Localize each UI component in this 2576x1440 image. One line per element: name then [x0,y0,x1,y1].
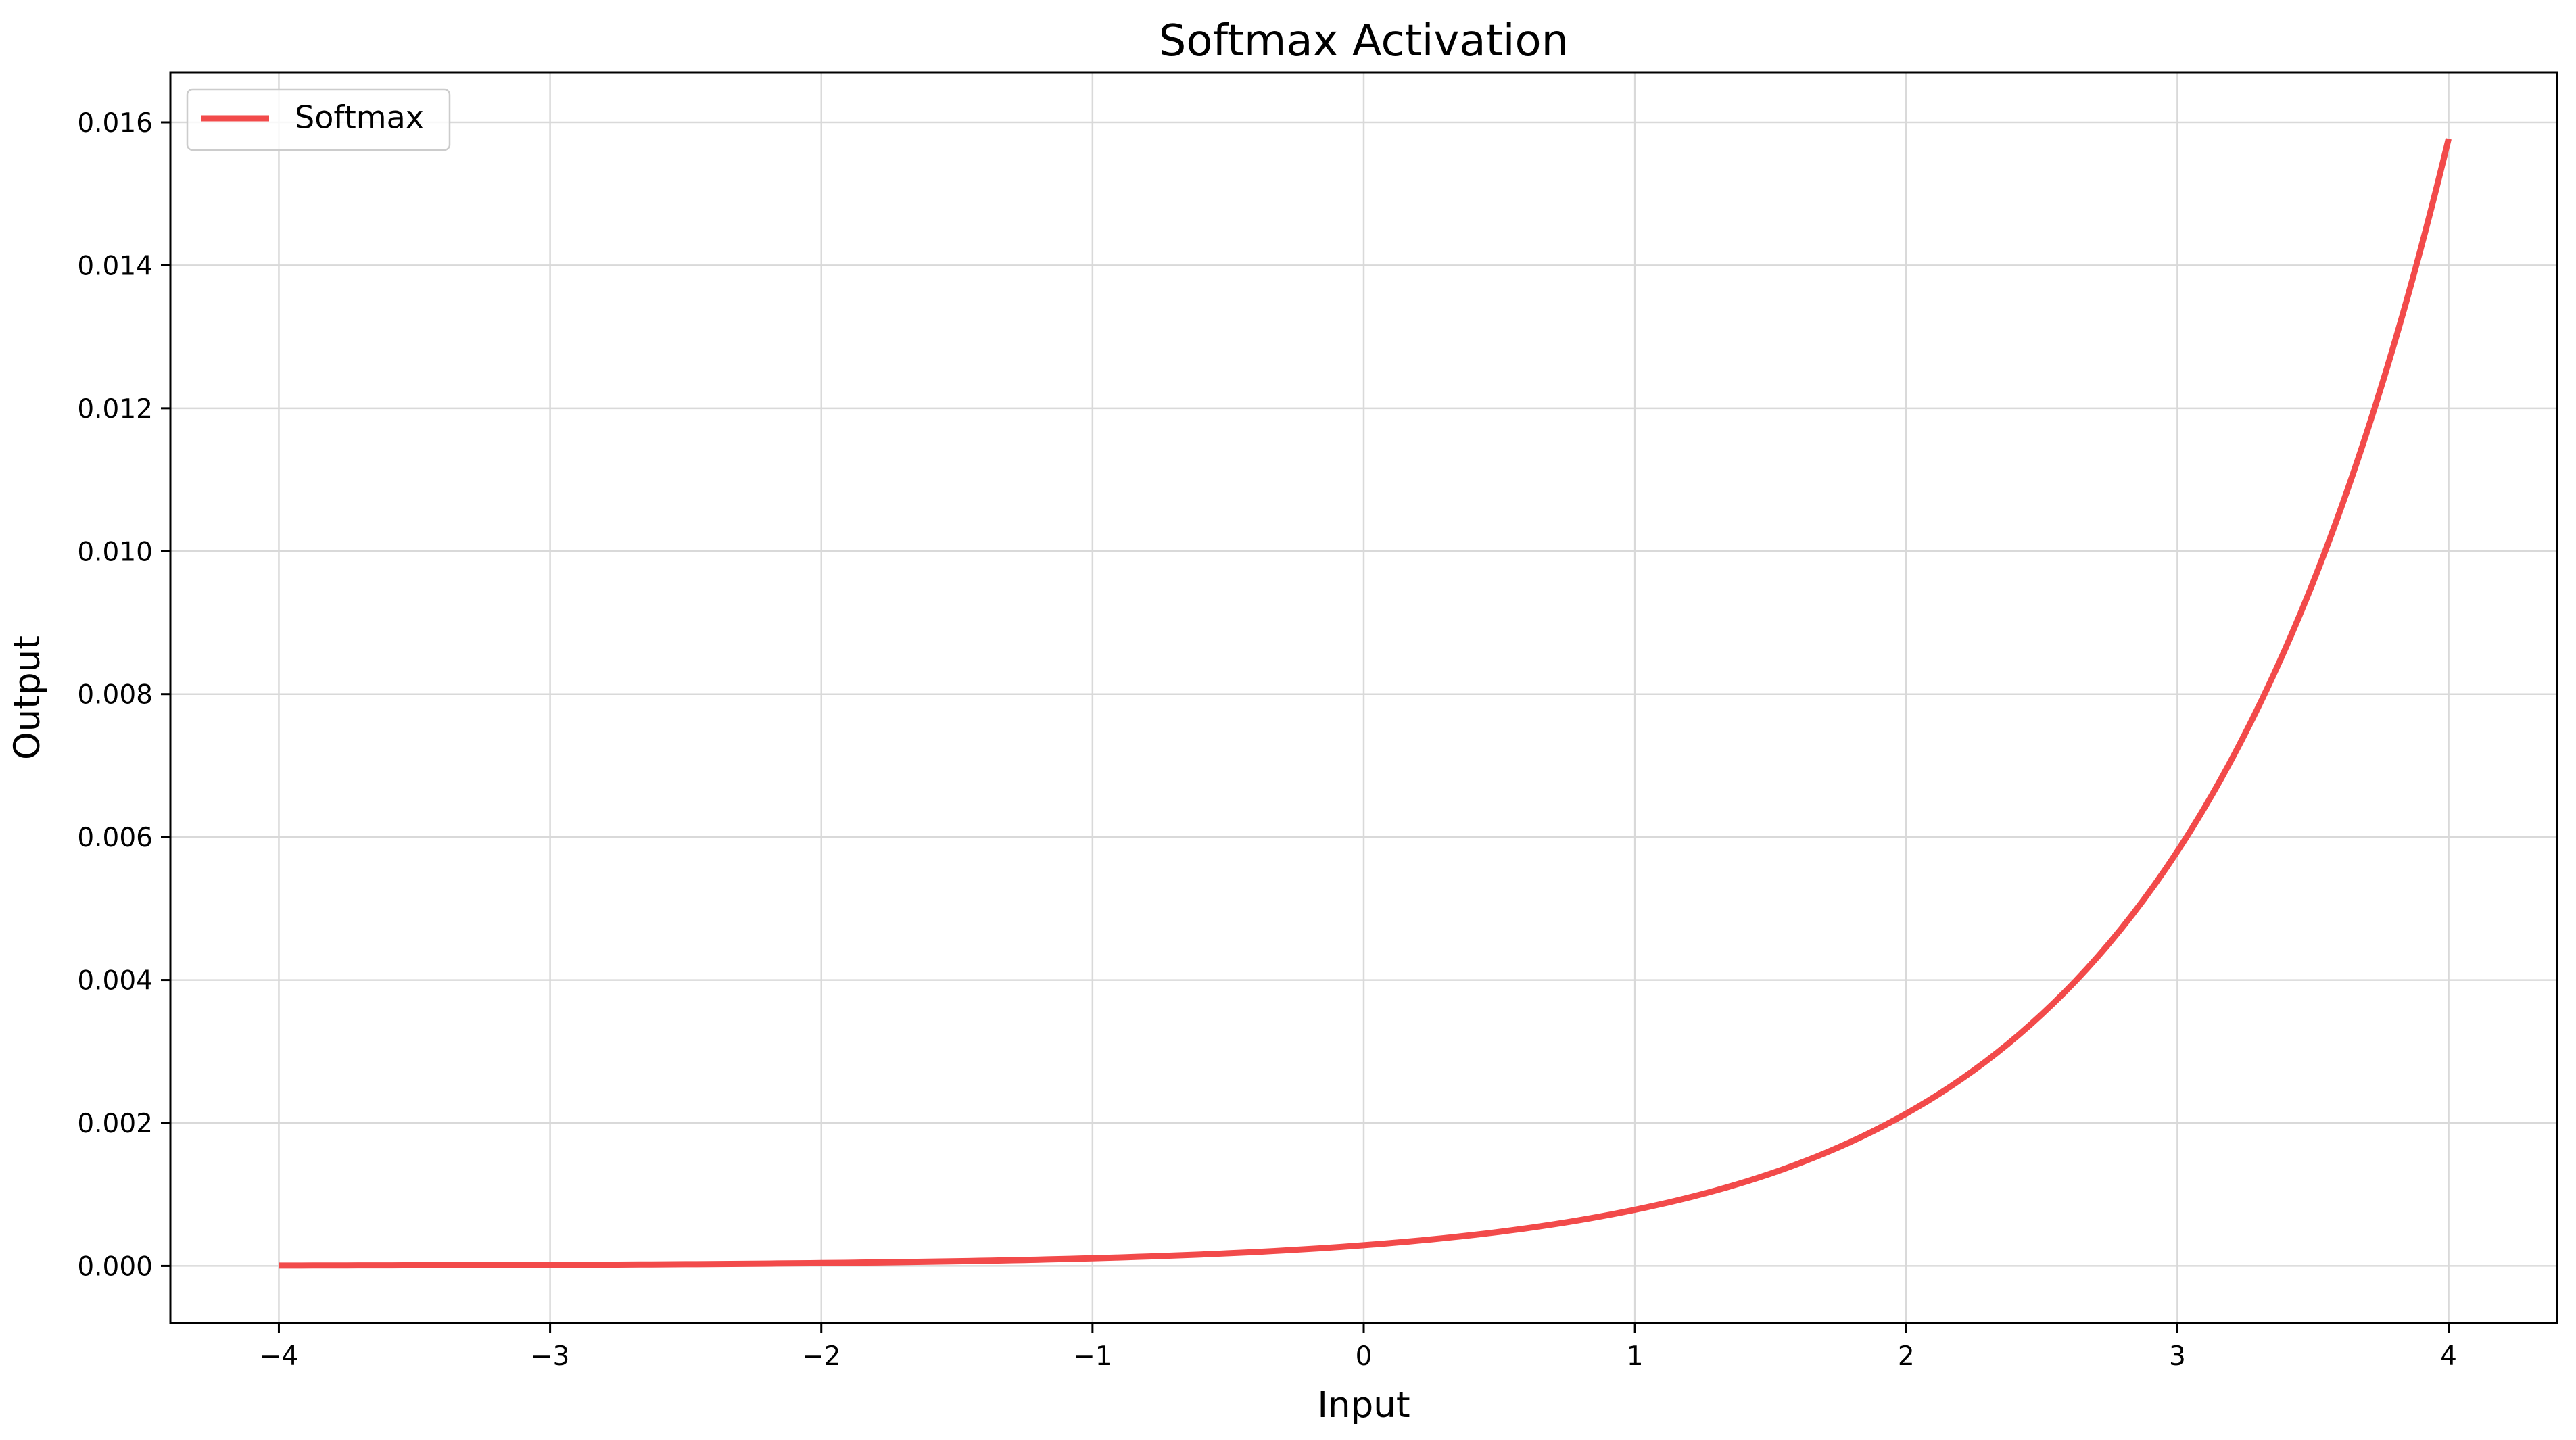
x-axis-label: Input [1317,1385,1410,1426]
x-tick-label: −2 [802,1341,841,1372]
series-layer [279,138,2452,1269]
x-tick-label: 1 [1627,1341,1644,1372]
y-tick-label: 0.010 [77,537,153,567]
x-tick-label: 2 [1898,1341,1915,1372]
x-tick-label: −4 [260,1341,299,1372]
x-tick-label: 3 [2169,1341,2186,1372]
y-tick-label: 0.006 [77,823,153,853]
legend: Softmax [186,88,451,151]
grid-lines [170,72,2557,1323]
legend-box [186,88,451,151]
y-tick-label: 0.000 [77,1251,153,1282]
x-tick-label: −3 [531,1341,570,1372]
y-tick-label: 0.002 [77,1109,153,1139]
plot-frame [169,71,2558,1324]
y-tick-label: 0.016 [77,108,153,139]
chart-title: Softmax Activation [1159,16,1569,66]
y-tick-label: 0.012 [77,394,153,425]
y-axis-label: Output [7,635,48,760]
ticks-layer: −4 −3 −2 −1 0 1 2 3 4 0.000 0.002 0.004 0.006 0.008 0.… [77,108,2457,1372]
x-tick-label: −1 [1073,1341,1112,1372]
x-tick-label: 0 [1356,1341,1373,1372]
series-line-softmax [279,138,2452,1269]
y-tick-label: 0.004 [77,966,153,997]
legend-label: Softmax [295,99,424,136]
x-tick-label: 4 [2440,1341,2457,1372]
y-tick-label: 0.008 [77,680,153,711]
y-tick-label: 0.014 [77,251,153,281]
